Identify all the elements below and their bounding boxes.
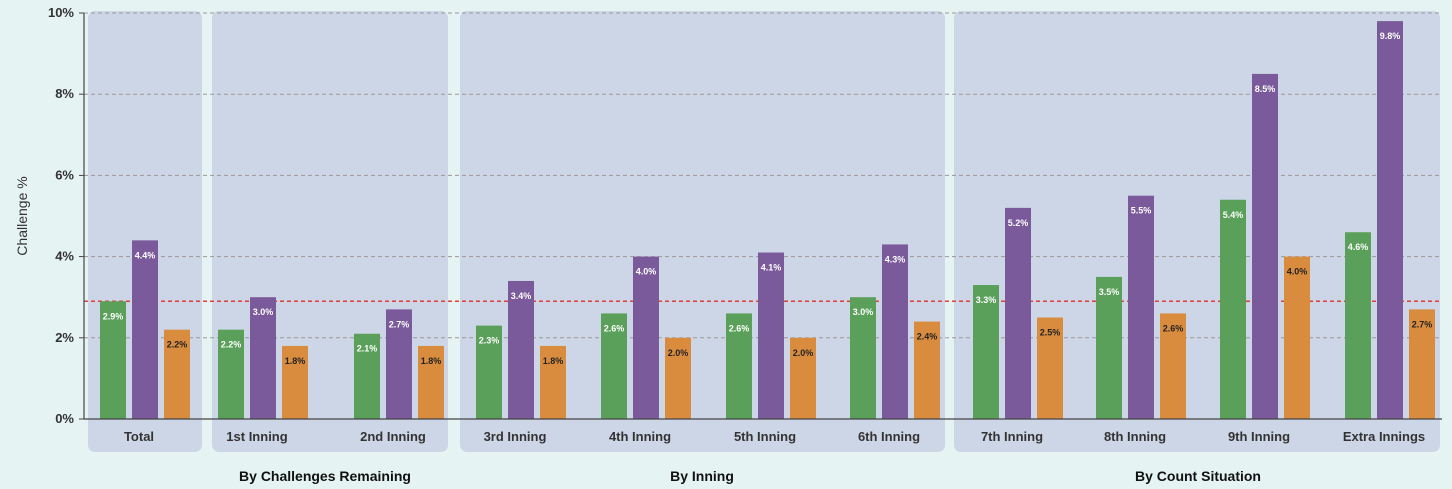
value-label: 2.9% xyxy=(103,311,124,321)
value-label: 5.4% xyxy=(1223,210,1244,220)
value-labels: 2.9% 2.2% 2.1% 2.3% 2.6% 2.6% 3.0% 3.3% 3.5% 5.4%… xyxy=(103,31,1433,366)
value-label: 2.7% xyxy=(389,319,410,329)
value-label: 4.3% xyxy=(885,254,906,264)
bar xyxy=(665,337,691,419)
value-label: 3.0% xyxy=(853,307,874,317)
bar xyxy=(633,256,659,419)
bar xyxy=(1284,256,1310,419)
value-label: 8.5% xyxy=(1255,84,1276,94)
y-tick-labels: 0% 2% 4% 6% 8% 10% xyxy=(48,5,74,426)
bar xyxy=(1377,21,1403,420)
value-label: 2.3% xyxy=(479,336,500,346)
bars xyxy=(100,21,1435,420)
x-category-label: 3rd Inning xyxy=(484,429,547,444)
bar xyxy=(914,321,940,419)
bar xyxy=(476,325,502,419)
bar xyxy=(1220,199,1246,419)
bar xyxy=(1345,232,1371,419)
y-tick-label: 8% xyxy=(55,86,74,101)
group-label: By Count Situation xyxy=(1135,468,1261,484)
x-category-label: 5th Inning xyxy=(734,429,796,444)
group-label: By Inning xyxy=(670,468,734,484)
value-label: 2.6% xyxy=(1163,323,1184,333)
value-label: 2.6% xyxy=(729,323,750,333)
x-category-label: 1st Inning xyxy=(226,429,287,444)
bar xyxy=(1005,207,1031,419)
bar xyxy=(601,313,627,419)
axes xyxy=(79,12,1442,420)
x-category-label: 4th Inning xyxy=(609,429,671,444)
bar xyxy=(218,329,244,419)
y-tick-label: 10% xyxy=(48,5,74,20)
value-label: 3.4% xyxy=(511,291,532,301)
value-label: 2.0% xyxy=(793,348,814,358)
value-label: 3.0% xyxy=(253,307,274,317)
value-label: 2.2% xyxy=(221,340,242,350)
value-label: 1.8% xyxy=(421,356,442,366)
bar xyxy=(790,337,816,419)
value-label: 1.8% xyxy=(543,356,564,366)
bar xyxy=(100,301,126,419)
bar xyxy=(164,329,190,419)
value-label: 5.5% xyxy=(1131,206,1152,216)
group-panel xyxy=(460,11,945,452)
y-axis-label: Challenge % xyxy=(14,176,30,255)
value-label: 9.8% xyxy=(1380,31,1401,41)
bar xyxy=(540,345,566,419)
bar xyxy=(1037,317,1063,419)
value-label: 4.0% xyxy=(636,267,657,277)
bar xyxy=(1128,195,1154,419)
x-category-label: 8th Inning xyxy=(1104,429,1166,444)
value-label: 2.1% xyxy=(357,344,378,354)
value-label: 3.3% xyxy=(976,295,997,305)
group-panel xyxy=(954,11,1440,452)
y-tick-label: 0% xyxy=(55,411,74,426)
y-tick-label: 4% xyxy=(55,249,74,264)
bar xyxy=(758,252,784,419)
x-category-label: 9th Inning xyxy=(1228,429,1290,444)
x-category-label: 2nd Inning xyxy=(360,429,426,444)
group-panel xyxy=(212,11,448,452)
bar xyxy=(973,285,999,419)
group-label: By Challenges Remaining xyxy=(239,468,411,484)
x-category-label: Total xyxy=(124,429,154,444)
bar xyxy=(282,345,308,419)
value-label: 2.7% xyxy=(1412,319,1433,329)
y-tick-label: 6% xyxy=(55,167,74,182)
bar xyxy=(882,244,908,419)
group-labels: By Challenges Remaining By Inning By Count… xyxy=(239,468,1261,484)
bar xyxy=(386,309,412,419)
value-label: 3.5% xyxy=(1099,287,1120,297)
x-category-label: 6th Inning xyxy=(858,429,920,444)
value-label: 2.4% xyxy=(917,332,938,342)
value-label: 4.6% xyxy=(1348,242,1369,252)
value-label: 2.6% xyxy=(604,323,625,333)
value-label: 4.0% xyxy=(1287,267,1308,277)
y-tick-label: 2% xyxy=(55,330,74,345)
bar xyxy=(508,280,534,419)
value-label: 2.0% xyxy=(668,348,689,358)
bar xyxy=(1409,309,1435,419)
bar xyxy=(418,345,444,419)
value-label: 2.2% xyxy=(167,340,188,350)
x-category-label: 7th Inning xyxy=(981,429,1043,444)
bar xyxy=(354,333,380,419)
x-category-label: Extra Innings xyxy=(1343,429,1425,444)
value-label: 4.4% xyxy=(135,250,156,260)
value-label: 1.8% xyxy=(285,356,306,366)
value-label: 5.2% xyxy=(1008,218,1029,228)
bar xyxy=(1252,73,1278,420)
bar xyxy=(132,240,158,419)
value-label: 2.5% xyxy=(1040,328,1061,338)
x-category-labels: Total 1st Inning 2nd Inning 3rd Inning 4th I… xyxy=(124,429,1425,444)
value-label: 4.1% xyxy=(761,263,782,273)
bar xyxy=(726,313,752,419)
bar xyxy=(1160,313,1186,419)
bar xyxy=(250,297,276,419)
bar xyxy=(1096,276,1122,419)
bar xyxy=(850,297,876,419)
